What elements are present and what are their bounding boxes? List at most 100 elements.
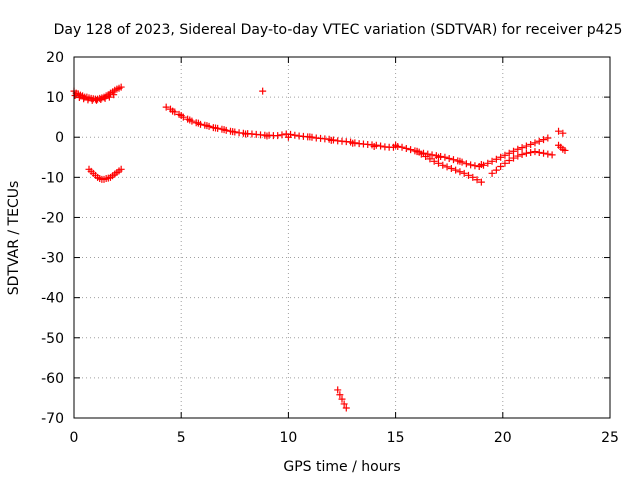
data-point: [544, 134, 552, 142]
data-point: [370, 142, 378, 150]
data-point: [278, 131, 286, 139]
data-point: [428, 151, 436, 159]
data-point: [229, 128, 237, 136]
data-point: [469, 173, 477, 181]
data-point: [501, 151, 509, 159]
data-point: [488, 157, 496, 165]
data-point: [460, 169, 468, 177]
chart-title: Day 128 of 2023, Sidereal Day-to-day VTE…: [54, 22, 623, 38]
y-axis-label: SDTVAR / TECUs: [6, 181, 22, 296]
data-point: [492, 166, 500, 174]
series-main-trace: [162, 103, 552, 171]
data-point: [561, 146, 569, 154]
data-point: [514, 145, 522, 153]
data-point: [426, 155, 434, 163]
grid-lines: [74, 57, 610, 418]
data-point: [488, 169, 496, 177]
data-point: [392, 141, 400, 149]
x-tick-labels: 0 5 10 15 20 25: [70, 430, 619, 446]
data-point: [80, 95, 88, 103]
data-point: [398, 143, 406, 151]
data-point: [169, 107, 177, 115]
data-point: [452, 166, 460, 174]
data-point: [338, 395, 346, 403]
y-tick-label: 10: [46, 90, 64, 106]
y-tick-label: -60: [41, 371, 64, 387]
series-outliers: [259, 87, 350, 412]
data-point: [456, 157, 464, 165]
data-point: [527, 148, 535, 156]
x-tick-label: 25: [601, 430, 619, 446]
data-point: [540, 149, 548, 157]
data-point: [510, 154, 518, 162]
data-point: [274, 132, 282, 140]
data-point: [497, 153, 505, 161]
data-point: [105, 93, 113, 101]
series-upper-early: [70, 83, 125, 104]
x-tick-label: 15: [387, 430, 405, 446]
y-tick-label: -50: [41, 331, 64, 347]
data-point: [445, 154, 453, 162]
data-point: [477, 160, 485, 168]
data-point: [259, 87, 267, 95]
data-point: [471, 162, 479, 170]
data-point: [377, 142, 385, 150]
x-axis-label: GPS time / hours: [283, 459, 400, 475]
data-point: [430, 157, 438, 165]
y-tick-label: -40: [41, 291, 64, 307]
data-point: [522, 149, 530, 157]
data-point: [518, 150, 526, 158]
data-point: [548, 151, 556, 159]
x-tick-label: 10: [279, 430, 297, 446]
data-point: [473, 176, 481, 184]
data-point: [284, 133, 292, 141]
data-point: [340, 400, 348, 408]
data-point: [555, 127, 563, 135]
data-point: [306, 133, 314, 141]
data-point: [467, 161, 475, 169]
series-lower-branch: [413, 147, 485, 186]
data-point: [535, 137, 543, 145]
x-tick-label: 5: [177, 430, 186, 446]
plot-frame: [73, 56, 611, 419]
data-point: [336, 391, 344, 399]
y-tick-labels: 20 10 0 -10 -20 -30 -40 -50 -60 -70: [41, 50, 64, 427]
data-point: [220, 126, 228, 134]
data-point: [434, 153, 442, 161]
data-point: [101, 94, 109, 102]
data-point: [531, 139, 539, 147]
data-point: [518, 144, 526, 152]
data-point: [544, 150, 552, 158]
data-point: [97, 96, 105, 104]
data-point: [177, 112, 185, 120]
data-point: [501, 159, 509, 167]
data-point: [559, 129, 567, 137]
data-point: [327, 136, 335, 144]
series-lower-early: [85, 165, 125, 183]
data-point: [349, 139, 357, 147]
data-point: [540, 136, 548, 144]
data-point: [342, 404, 350, 412]
x-tick-label: 0: [70, 430, 79, 446]
data-point: [212, 124, 220, 132]
data-point: [413, 147, 421, 155]
y-tick-label: -20: [41, 210, 64, 226]
data-point: [291, 131, 299, 139]
data-point: [505, 156, 513, 164]
data-point: [462, 160, 470, 168]
data-point: [527, 140, 535, 148]
data-point: [422, 152, 430, 160]
data-point: [456, 168, 464, 176]
data-point: [194, 119, 202, 127]
data-point: [449, 156, 457, 164]
data-point: [443, 163, 451, 171]
data-point: [434, 159, 442, 167]
x-tick-label: 20: [494, 430, 512, 446]
y-tick-label: -10: [41, 170, 64, 186]
data-points: [70, 83, 569, 412]
data-point: [522, 142, 530, 150]
data-point: [531, 148, 539, 156]
data-point: [407, 146, 415, 154]
data-point: [497, 163, 505, 171]
